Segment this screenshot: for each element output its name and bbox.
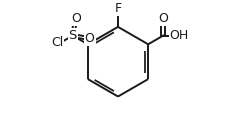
Text: O: O [71,12,81,25]
Text: S: S [69,29,77,42]
Text: F: F [114,2,121,15]
Text: O: O [158,12,168,25]
Text: OH: OH [170,29,189,42]
Text: Cl: Cl [51,36,63,49]
Text: O: O [85,32,95,45]
